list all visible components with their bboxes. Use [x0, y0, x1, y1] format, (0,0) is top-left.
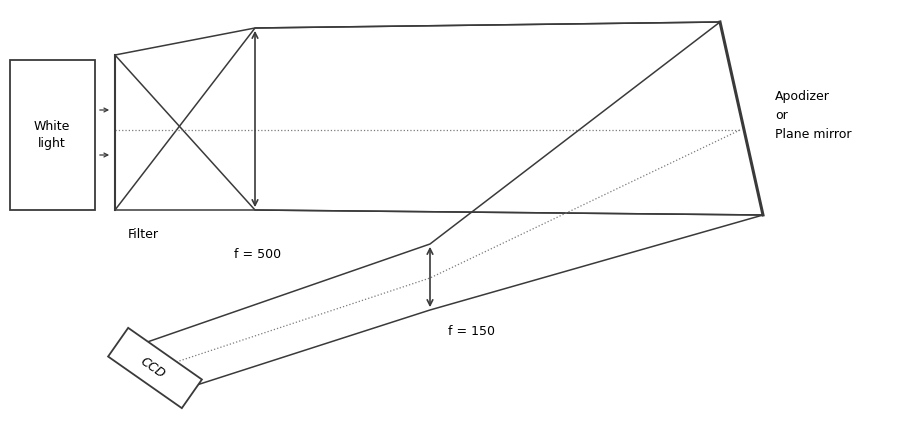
Text: f = 500: f = 500 [234, 248, 282, 261]
Text: f = 150: f = 150 [448, 325, 495, 338]
Text: White
light: White light [34, 120, 70, 150]
Text: Filter: Filter [128, 228, 159, 241]
Bar [10, 60, 95, 210]
Text: Apodizer
or
Plane mirror: Apodizer or Plane mirror [775, 90, 851, 141]
Text: CCD: CCD [138, 355, 168, 381]
Polygon shape [109, 328, 202, 408]
